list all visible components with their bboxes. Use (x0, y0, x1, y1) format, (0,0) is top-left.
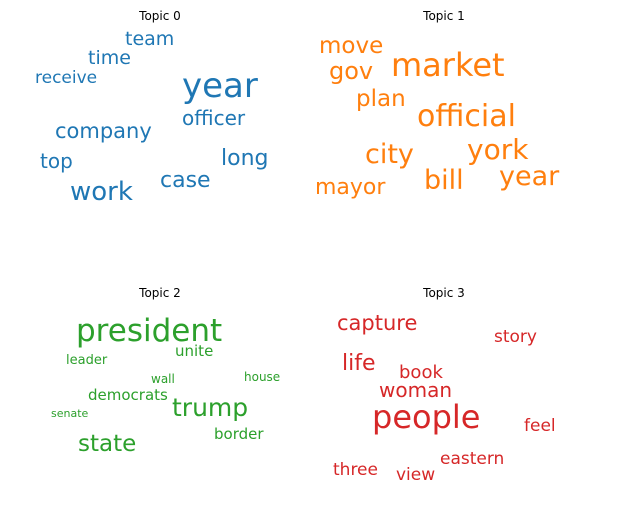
panel-title-topic-2: Topic 2 (138, 286, 181, 300)
panel-topic-0: Topic 0 year work company long case officer te… (35, 9, 268, 207)
word-capture: capture (337, 311, 417, 335)
word-eastern: eastern (440, 449, 504, 469)
wordcloud-topic-2: president trump state democrats unite border l… (51, 313, 280, 457)
word-democrats: democrats (88, 386, 168, 404)
word-president: president (76, 313, 222, 349)
word-company: company (55, 119, 152, 143)
word-three: three (333, 460, 378, 480)
word-plan: plan (356, 86, 406, 112)
panel-title-topic-1: Topic 1 (422, 9, 465, 23)
word-top: top (40, 149, 73, 173)
word-work: work (70, 177, 133, 207)
word-case: case (160, 168, 211, 193)
word-receive: receive (35, 68, 97, 88)
word-move: move (319, 33, 383, 59)
word-life: life (342, 351, 376, 376)
word-mayor: mayor (315, 175, 386, 200)
word-view: view (396, 465, 435, 485)
word-long: long (221, 146, 268, 171)
word-unite: unite (175, 342, 213, 360)
word-senate: senate (51, 407, 89, 420)
word-house: house (244, 370, 280, 384)
word-book: book (399, 362, 443, 383)
word-officer: officer (182, 106, 246, 130)
word-border: border (214, 425, 264, 443)
panel-title-topic-3: Topic 3 (422, 286, 465, 300)
word-gov: gov (329, 57, 373, 85)
word-team: team (125, 28, 174, 50)
panel-topic-2: Topic 2 president trump state democrats unit… (51, 286, 280, 457)
word-trump: trump (172, 393, 248, 422)
word-market: market (391, 46, 505, 84)
word-york: york (467, 133, 529, 166)
word-city: city (365, 139, 414, 170)
word-year: year (499, 161, 560, 192)
word-people: people (372, 398, 480, 436)
word-leader: leader (66, 353, 108, 368)
word-bill: bill (424, 165, 464, 196)
word-official: official (417, 99, 516, 134)
word-wall: wall (151, 372, 175, 386)
word-state: state (78, 431, 136, 457)
word-story: story (494, 327, 537, 347)
word-woman: woman (379, 378, 452, 402)
word-year: year (182, 66, 258, 106)
word-feel: feel (524, 416, 556, 436)
panel-title-topic-0: Topic 0 (138, 9, 181, 23)
word-time: time (88, 47, 131, 69)
